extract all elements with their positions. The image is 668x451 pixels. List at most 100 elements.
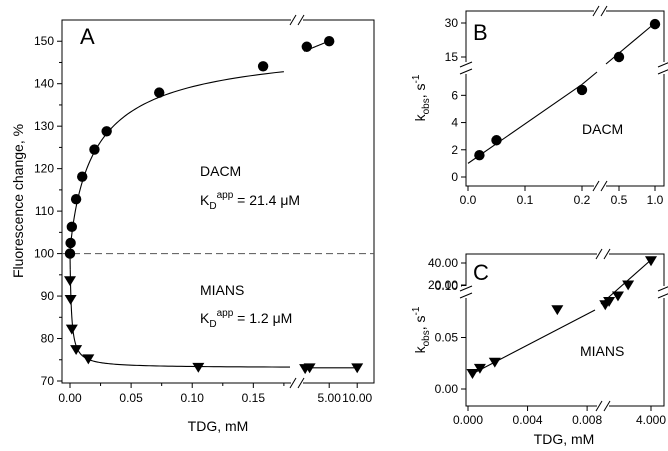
x-tick-label: 0.5 bbox=[611, 193, 628, 207]
dacm-point bbox=[77, 171, 88, 182]
mians-point bbox=[351, 363, 364, 374]
x-tick-label: 0.000 bbox=[453, 413, 483, 427]
y-tick-label: 120 bbox=[34, 162, 54, 176]
y-tick-label: 20.00 bbox=[428, 278, 458, 292]
mians-point bbox=[82, 354, 95, 365]
y-tick-label: 2 bbox=[451, 143, 458, 157]
dacm-point bbox=[324, 36, 335, 47]
x-axis-label: TDG, mM bbox=[188, 418, 249, 434]
mians-point bbox=[70, 345, 83, 355]
fit-line-join bbox=[581, 71, 598, 85]
x-tick-label: 1.0 bbox=[647, 193, 664, 207]
x-tick-label: 0.004 bbox=[513, 413, 543, 427]
mians-rate-point bbox=[622, 280, 635, 291]
y-tick-label: 0.10 bbox=[435, 279, 459, 293]
annotation-dacm: DACM bbox=[200, 163, 241, 179]
y-tick-label: 40.00 bbox=[428, 256, 458, 270]
top-axis-break-gap bbox=[597, 250, 609, 258]
right-axis-break-slash-2 bbox=[657, 69, 668, 75]
plot-frame bbox=[61, 19, 375, 384]
y-tick-label: 90 bbox=[41, 289, 55, 303]
panel-b: 0 2 4 6 15 30 0.0 0.1 0.2 0.5 1.0 B DACM kobs, s-1 bbox=[411, 5, 668, 207]
annotation-dacm-kd: KDapp = 21.4 μM bbox=[200, 190, 300, 212]
right-axis-break-slash-1 bbox=[657, 286, 668, 292]
panel-letter-a: A bbox=[80, 24, 95, 49]
x-tick-label: 10.00 bbox=[342, 391, 372, 405]
y-axis-break-slash-1 bbox=[459, 61, 473, 68]
y-tick-label: 6 bbox=[451, 88, 458, 102]
y-axis-break-slash-1 bbox=[459, 285, 473, 292]
y-axis-break-slash-2 bbox=[459, 292, 473, 299]
annotation-mians-kd: KDapp = 1.2 μM bbox=[200, 308, 292, 330]
mians-rate-point bbox=[466, 369, 479, 379]
y-tick-label: 0.00 bbox=[435, 382, 459, 396]
x-tick-label: 4.000 bbox=[636, 413, 666, 427]
y-axis-break-slash-2 bbox=[459, 68, 473, 75]
plot-frame bbox=[465, 253, 665, 407]
mians-rate-point bbox=[611, 291, 624, 302]
dacm-point bbox=[89, 144, 100, 155]
x-tick-label: 0.15 bbox=[242, 391, 266, 405]
y-tick-label: 15 bbox=[445, 50, 459, 64]
annotation-mians: MIANS bbox=[580, 343, 624, 359]
fit-line-lower bbox=[470, 309, 596, 375]
x-axis-break-gap bbox=[594, 182, 606, 190]
dacm-point bbox=[101, 126, 112, 137]
x-axis-break-gap bbox=[597, 402, 609, 410]
x-axis-break-slash-2 bbox=[603, 400, 611, 412]
x-axis-break-gap bbox=[291, 379, 303, 387]
right-axis-break-gap bbox=[660, 286, 668, 298]
x-tick-label: 0.008 bbox=[572, 413, 602, 427]
mians-rate-point bbox=[488, 357, 501, 368]
y-tick-label: 0 bbox=[451, 170, 458, 184]
y-axis-break-gap bbox=[462, 62, 470, 74]
mians-point bbox=[64, 276, 76, 287]
y-axis-break-gap bbox=[462, 286, 470, 298]
right-axis-break-gap bbox=[660, 62, 668, 74]
x-axis-break-slash-1 bbox=[289, 377, 297, 389]
mians-point bbox=[192, 362, 205, 373]
dacm-rate-point bbox=[613, 51, 625, 63]
dacm-rate-point bbox=[491, 135, 502, 146]
x-tick-label: 0.05 bbox=[119, 391, 143, 405]
fit-line-lower bbox=[467, 83, 583, 164]
panel-a: 70 80 90 100 110 120 130 140 150 0.00 0.05 0.10 0.15… bbox=[10, 14, 375, 434]
y-tick-label: 100 bbox=[34, 247, 54, 261]
top-axis-break-slash-1 bbox=[595, 248, 603, 260]
y-tick-label: 30 bbox=[445, 16, 459, 30]
x-axis-break-slash-1 bbox=[595, 400, 603, 412]
mians-point bbox=[303, 363, 316, 374]
x-tick-label: 0.00 bbox=[58, 391, 82, 405]
y-axis-label: Fluorescence change, % bbox=[10, 124, 26, 278]
y-axis-label: kobs, s-1 bbox=[411, 74, 432, 121]
top-axis-break-slash-2 bbox=[297, 14, 305, 26]
x-tick-label: 5.00 bbox=[318, 391, 342, 405]
fit-line-upper bbox=[605, 22, 656, 65]
top-axis-break-slash-1 bbox=[592, 5, 600, 17]
y-axis-label: kobs, s-1 bbox=[411, 306, 432, 353]
y-tick-label: 80 bbox=[41, 332, 55, 346]
dacm-rate-point bbox=[649, 18, 661, 30]
panel-letter-b: B bbox=[473, 20, 488, 45]
top-axis-break-slash-1 bbox=[289, 14, 297, 26]
right-axis-break-slash-1 bbox=[657, 62, 668, 68]
annotation-dacm: DACM bbox=[582, 121, 623, 137]
y-tick-label: 0.05 bbox=[435, 331, 459, 345]
top-axis-break-gap bbox=[594, 7, 606, 15]
dacm-rate-point bbox=[474, 150, 485, 161]
mians-point bbox=[64, 294, 77, 305]
plot-frame bbox=[465, 10, 665, 187]
y-tick-label: 150 bbox=[34, 34, 54, 48]
y-tick-label: 130 bbox=[34, 119, 54, 133]
dacm-point bbox=[64, 248, 76, 259]
dacm-point bbox=[65, 237, 76, 249]
dacm-point bbox=[301, 41, 312, 52]
mians-rate-point bbox=[551, 305, 564, 316]
dacm-rate-point bbox=[576, 84, 588, 96]
y-tick-label: 70 bbox=[41, 374, 55, 388]
dacm-point bbox=[257, 61, 269, 72]
mians-rate-point bbox=[645, 256, 657, 267]
x-tick-label: 0.10 bbox=[181, 391, 205, 405]
